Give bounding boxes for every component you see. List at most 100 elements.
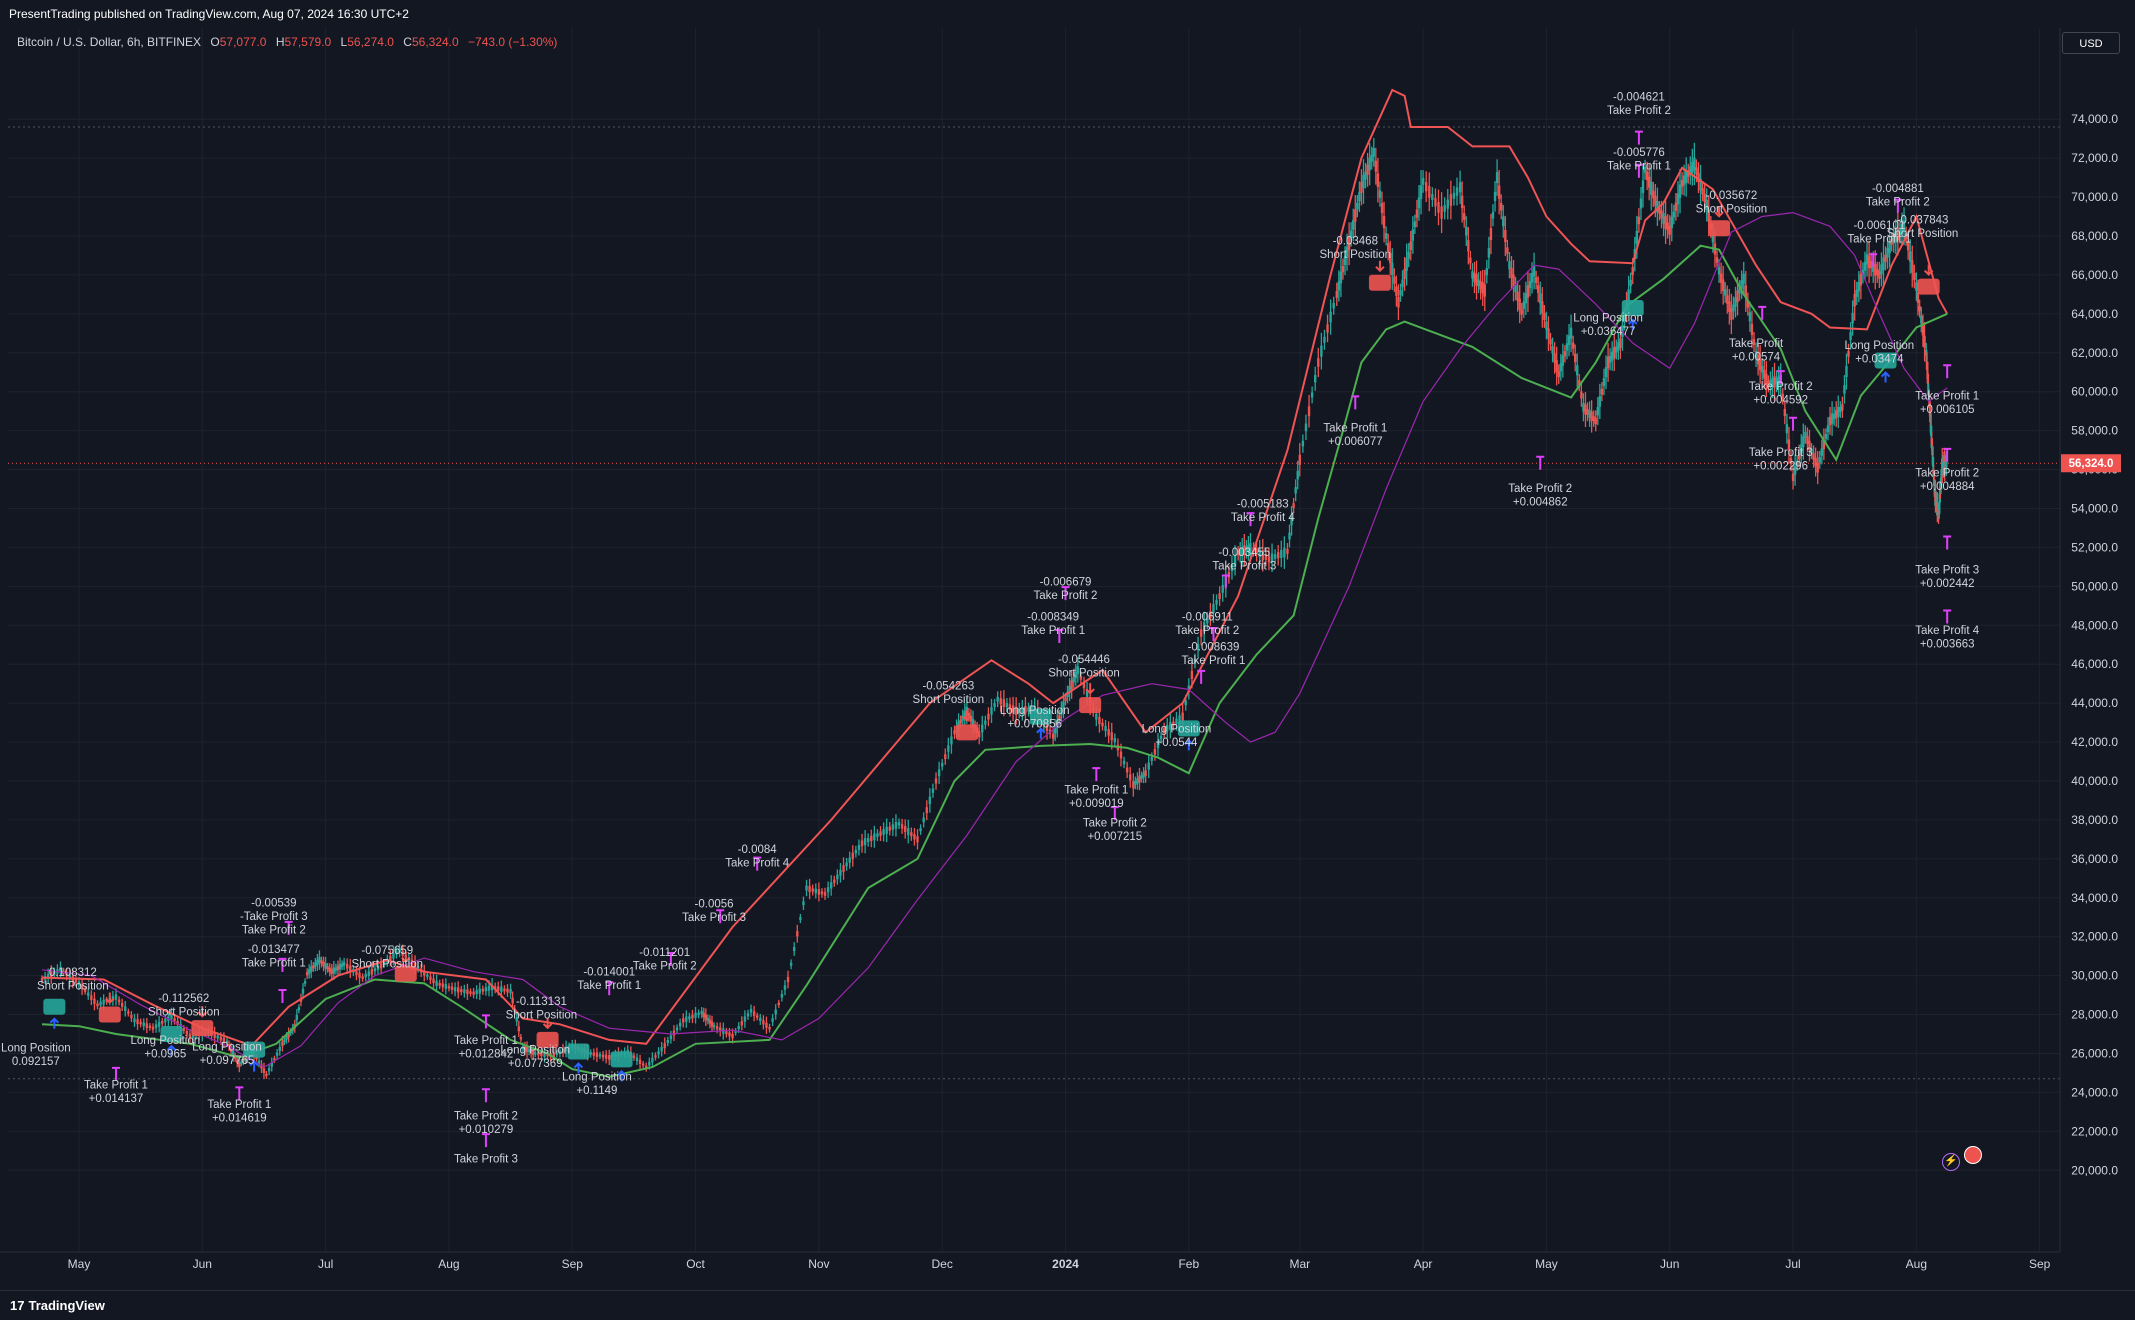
trade-label: +0.010279: [459, 1124, 514, 1136]
trade-label: Take Profit 1: [1847, 234, 1911, 246]
candle-body: [1440, 206, 1443, 219]
candle-body: [273, 1058, 276, 1061]
candle-body: [1076, 666, 1080, 674]
candle-body: [1641, 180, 1645, 193]
symbol-name: Bitcoin / U.S. Dollar, 6h, BITFINEX: [17, 35, 202, 49]
candle-body: [1314, 375, 1317, 383]
candle-body: [1199, 629, 1203, 637]
x-tick-label: May: [1535, 1257, 1558, 1271]
candle-body: [1925, 361, 1929, 370]
candle-body: [1824, 434, 1828, 439]
candle-body: [950, 736, 953, 745]
candle-body: [740, 1021, 744, 1026]
candle-body: [242, 1058, 245, 1062]
short-arrow-icon: [1375, 260, 1385, 273]
candle-body: [1662, 213, 1665, 224]
trade-label: +0.002296: [1753, 460, 1808, 472]
y-tick-label: 34,000.0: [2071, 891, 2118, 905]
long-entry-badge: [1029, 708, 1052, 725]
lightning-icon[interactable]: ⚡: [1942, 1153, 1960, 1171]
candle-body: [525, 1047, 529, 1053]
trade-label: Take Profit 3: [1915, 565, 1979, 577]
candle-body: [666, 1040, 670, 1043]
candle-body: [1680, 180, 1684, 187]
trade-label: -0.011201: [639, 947, 690, 959]
candle-body: [839, 869, 842, 876]
trade-label: Take Profit 3: [682, 912, 746, 924]
trade-label: Take Profit 4: [725, 858, 790, 870]
candle-body: [1134, 781, 1137, 785]
candle-body: [704, 1014, 708, 1020]
candle-body: [700, 1010, 703, 1015]
candle-body: [312, 965, 315, 969]
candle-body: [367, 971, 370, 976]
candle-body: [1606, 356, 1610, 369]
candle-body: [1654, 195, 1657, 206]
tp-arrow-icon: [1943, 447, 1952, 462]
tp-arrow-icon: [753, 856, 762, 871]
tradingview-logo[interactable]: 17 TradingView: [10, 1298, 105, 1313]
candle-body: [691, 1014, 694, 1019]
candle-body: [777, 1002, 780, 1006]
price-axis-bg: [2060, 28, 2135, 1290]
us-flag-icon[interactable]: [1964, 1146, 1982, 1164]
candle-body: [1913, 272, 1916, 281]
candle-body: [130, 1014, 133, 1019]
candle-body: [96, 1003, 99, 1007]
candle-body: [984, 720, 987, 725]
candle-body: [1674, 202, 1678, 211]
candle-body: [675, 1027, 679, 1031]
candle-body: [1526, 285, 1530, 298]
trade-label: -0.005776: [1613, 147, 1665, 159]
candle-body: [1580, 391, 1583, 399]
candle-body: [1896, 227, 1900, 241]
candle-body: [1882, 257, 1885, 271]
candle-body: [694, 1012, 697, 1018]
candle-body: [136, 1019, 139, 1025]
trade-label: Long Position: [562, 1072, 632, 1084]
chart-background: [0, 28, 2135, 1290]
candle-body: [173, 1018, 176, 1022]
candle-body: [1841, 404, 1844, 411]
candle-body: [236, 1059, 239, 1064]
candle-body: [1876, 269, 1879, 276]
candle-body: [463, 989, 466, 994]
candle-body: [233, 1055, 237, 1059]
trade-label: Long Position: [1142, 723, 1212, 735]
trade-label: Take Profit 1: [1323, 423, 1387, 435]
candle-body: [1918, 305, 1921, 312]
trade-label: +0.014137: [89, 1093, 144, 1105]
candle-body: [1765, 373, 1768, 385]
candle-body: [1258, 549, 1261, 558]
candle-body: [373, 968, 377, 972]
long-entry-badge: [160, 1026, 183, 1043]
candle-body: [1320, 345, 1323, 357]
trade-label: Take Profit 4: [1915, 625, 1980, 637]
candle-body: [1701, 188, 1704, 195]
candle-body: [802, 901, 805, 906]
candle-body: [349, 965, 352, 972]
currency-button[interactable]: USD: [2062, 32, 2120, 54]
candle-body: [1549, 339, 1552, 345]
candle-body: [1452, 192, 1456, 199]
candle-body: [1337, 281, 1341, 291]
candle-body: [1619, 338, 1622, 348]
candle-body: [80, 984, 84, 990]
candle-body: [1717, 267, 1721, 275]
candle-body: [1835, 410, 1838, 418]
x-tick-label: Mar: [1289, 1257, 1310, 1271]
candle-body: [1455, 187, 1459, 196]
candle-body: [897, 822, 901, 826]
tp-arrow-icon: [1221, 574, 1230, 589]
candle-body: [595, 1052, 599, 1057]
x-tick-label: Aug: [438, 1257, 459, 1271]
candle-body: [657, 1051, 660, 1055]
candle-body: [1584, 404, 1587, 415]
tp-arrow-icon: [605, 981, 614, 996]
candle-body: [1209, 611, 1212, 619]
candle-body: [238, 1063, 241, 1068]
symbol-legend: Bitcoin / U.S. Dollar, 6h, BITFINEX O57,…: [17, 35, 557, 49]
open-label: O: [210, 35, 220, 49]
candle-body: [1791, 473, 1795, 481]
